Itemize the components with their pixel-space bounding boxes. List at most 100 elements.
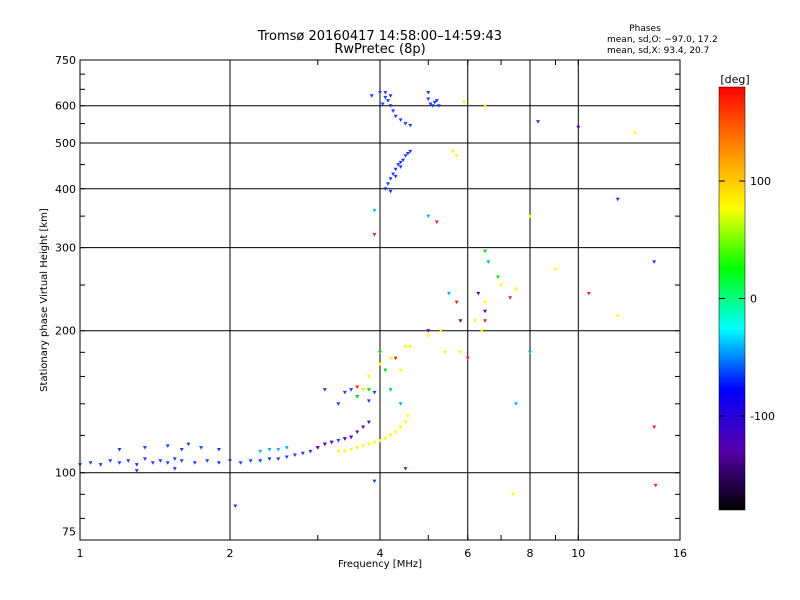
echo-point [434, 99, 439, 103]
echo-point [393, 114, 398, 119]
echo-point [172, 457, 177, 461]
echo-point [380, 102, 385, 107]
echo-point [383, 437, 388, 441]
echo-point [165, 461, 170, 465]
echo-point [355, 446, 360, 450]
echo-point [633, 131, 638, 136]
echo-point [372, 479, 377, 484]
echo-point [179, 459, 184, 463]
y-tick-label: 500 [55, 137, 76, 150]
echo-point [158, 459, 163, 463]
echo-point [366, 442, 371, 447]
y-tick-label: 600 [55, 100, 76, 113]
echo-point [391, 172, 396, 176]
echo-point [426, 97, 431, 101]
y-tick-label: 300 [55, 242, 76, 255]
echo-point [179, 447, 184, 452]
y-tick-label: 750 [55, 54, 76, 67]
echo-point [366, 374, 371, 379]
echo-point [495, 275, 500, 279]
echo-point [383, 187, 388, 191]
echo-point [228, 459, 232, 463]
echo-point [403, 420, 408, 425]
echo-point [388, 177, 393, 181]
echo-point [393, 356, 398, 361]
echo-point [403, 154, 408, 158]
echo-point [462, 100, 467, 105]
y-tick-label: 75 [62, 526, 76, 539]
echo-point [528, 214, 532, 219]
colorbar-ticks: 100 0 -100 [719, 175, 775, 423]
echo-point [349, 435, 354, 440]
echo-point [393, 430, 398, 434]
y-tick-label: 200 [55, 325, 76, 338]
echo-point [388, 94, 393, 98]
echo-point [366, 399, 371, 403]
echo-point [403, 345, 408, 349]
x-tick-label: 2 [227, 547, 234, 560]
echo-point [216, 447, 221, 452]
x-axis-label: Frequency [MHz] [338, 559, 422, 570]
echo-point [458, 350, 463, 355]
echo-point [483, 309, 488, 314]
echo-point [172, 467, 177, 471]
echo-point [535, 120, 540, 124]
echo-point [508, 296, 513, 300]
echo-point [403, 467, 408, 471]
echo-point [378, 439, 382, 443]
echo-point [472, 319, 477, 323]
echo-point [342, 449, 347, 454]
echo-point [465, 356, 470, 361]
echo-point [398, 160, 403, 165]
echo-point [434, 220, 439, 225]
echo-point [142, 457, 147, 461]
echo-point [336, 439, 341, 443]
echo-point [267, 457, 272, 461]
echo-point [405, 414, 410, 418]
echo-point [385, 182, 390, 186]
echo-point [408, 345, 413, 349]
echo-point [117, 447, 122, 452]
phases-o-stats: mean, sd,O: −97.0, 17.2 [607, 35, 718, 45]
echo-point [117, 461, 122, 465]
echo-point [385, 99, 390, 103]
echo-point [511, 492, 516, 497]
echo-point [355, 395, 360, 399]
echo-point [391, 109, 396, 113]
echo-point [361, 425, 366, 430]
echo-point [284, 455, 289, 459]
echo-point [454, 300, 459, 305]
echo-point [372, 440, 377, 445]
echo-point [165, 444, 170, 448]
y-axis-label: Stationary phase Virtual Height [km] [39, 208, 50, 392]
echo-point [216, 461, 221, 465]
echo-point [586, 291, 591, 296]
echo-point [284, 446, 289, 450]
echo-point [483, 319, 488, 323]
echo-point [436, 104, 441, 108]
plot-frame [79, 59, 681, 541]
echo-point [426, 334, 431, 338]
echo-point [361, 388, 366, 392]
echo-point [366, 388, 371, 392]
echo-point [355, 385, 360, 389]
chart-subtitle: RwPretec (8p) [334, 42, 425, 57]
echo-point [142, 446, 147, 450]
echo-point [483, 249, 488, 254]
echo-point [372, 390, 377, 395]
echo-point [426, 90, 431, 95]
echo-point [150, 461, 155, 465]
echo-point [483, 104, 488, 108]
echo-point [383, 90, 388, 95]
echo-point [248, 459, 253, 463]
echo-point [430, 104, 435, 108]
echo-point [426, 329, 431, 333]
x-tick-label: 4 [377, 547, 384, 560]
echo-point [393, 167, 398, 172]
echo-point [134, 463, 139, 467]
echo-point [398, 368, 403, 373]
echo-point [615, 314, 620, 318]
echo-point [366, 420, 371, 425]
echo-point [372, 232, 377, 237]
